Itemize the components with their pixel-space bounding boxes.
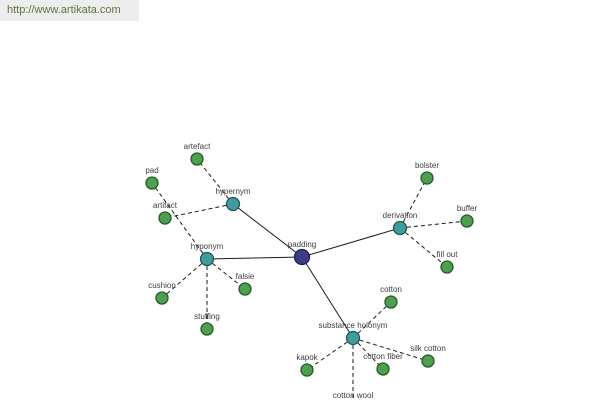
graph-edge-padding-substance-holonym bbox=[301, 256, 354, 339]
node-label: hyponym bbox=[191, 242, 224, 251]
word-node-circle[interactable] bbox=[238, 282, 252, 296]
graph-edge-derivation-fill-out bbox=[399, 227, 448, 268]
node-label: fill out bbox=[437, 250, 459, 259]
graph-edge-hypernym-artefact bbox=[196, 158, 234, 205]
url-text: http://www.artikata.com bbox=[7, 4, 121, 16]
graph-edge-padding-hyponym bbox=[206, 256, 303, 260]
node-label: pad bbox=[145, 166, 158, 175]
relation-node-circle[interactable] bbox=[345, 330, 361, 346]
graph-node-hypernym[interactable]: hypernym bbox=[215, 187, 251, 212]
graph-node-fill-out[interactable]: fill out bbox=[437, 250, 459, 274]
word-node-circle[interactable] bbox=[158, 211, 172, 225]
node-label: artifact bbox=[153, 201, 178, 210]
word-node-circle[interactable] bbox=[420, 171, 434, 185]
graph-node-cotton-wool[interactable]: cotton wool bbox=[333, 391, 374, 400]
graph-node-bolster[interactable]: bolster bbox=[415, 161, 439, 185]
graph-edge-derivation-buffer bbox=[399, 220, 468, 229]
relation-node-circle[interactable] bbox=[199, 251, 215, 267]
node-label: derivation bbox=[383, 211, 418, 220]
url-bar[interactable]: http://www.artikata.com bbox=[0, 0, 139, 21]
word-node-circle[interactable] bbox=[200, 322, 214, 336]
graph-node-artefact[interactable]: artefact bbox=[184, 142, 211, 166]
graph-edge-substance-holonym-cotton-fiber bbox=[352, 337, 384, 370]
word-node-circle[interactable] bbox=[145, 176, 159, 190]
relation-node-circle[interactable] bbox=[392, 220, 408, 236]
word-node-circle[interactable] bbox=[155, 291, 169, 305]
graph-node-kapok[interactable]: kapok bbox=[296, 353, 319, 377]
graph-node-pad[interactable]: pad bbox=[145, 166, 159, 190]
graph-edge-derivation-bolster bbox=[399, 177, 428, 229]
word-node-circle[interactable] bbox=[300, 363, 314, 377]
graph-node-stuffing[interactable]: stuffing bbox=[194, 312, 220, 336]
graph-node-cotton[interactable]: cotton bbox=[380, 285, 402, 309]
word-node-circle[interactable] bbox=[421, 354, 435, 368]
node-label: padding bbox=[288, 240, 316, 249]
graph-edge-substance-holonym-cotton bbox=[352, 301, 392, 339]
graph-node-falsie[interactable]: falsie bbox=[236, 272, 255, 296]
graph-edge-padding-hypernym bbox=[232, 203, 303, 258]
graph-node-silk-cotton[interactable]: silk cotton bbox=[410, 344, 446, 368]
graph-edge-substance-holonym-silk-cotton bbox=[352, 337, 429, 362]
node-label: stuffing bbox=[194, 312, 220, 321]
word-node-circle[interactable] bbox=[190, 152, 204, 166]
graph-edge-hypernym-artifact bbox=[164, 203, 234, 219]
node-label: bolster bbox=[415, 161, 439, 170]
node-label: cotton wool bbox=[333, 391, 374, 400]
graph-edge-hyponym-pad bbox=[151, 182, 208, 260]
word-node-circle[interactable] bbox=[460, 214, 474, 228]
graph-node-buffer[interactable]: buffer bbox=[457, 204, 478, 228]
node-label: cotton bbox=[380, 285, 402, 294]
node-label: silk cotton bbox=[410, 344, 446, 353]
graph-node-substance-holonym[interactable]: substance holonym bbox=[319, 321, 388, 346]
word-node-circle[interactable] bbox=[440, 260, 454, 274]
graph-node-cotton-fiber[interactable]: cotton fiber bbox=[363, 352, 403, 376]
center-node-circle[interactable] bbox=[293, 248, 311, 266]
node-label: hypernym bbox=[215, 187, 250, 196]
graph-node-cushion[interactable]: cushion bbox=[148, 281, 176, 305]
node-label: artefact bbox=[184, 142, 211, 151]
graph-edge-substance-holonym-kapok bbox=[306, 337, 354, 371]
node-label: falsie bbox=[236, 272, 255, 281]
word-node-circle[interactable] bbox=[384, 295, 398, 309]
graph-node-padding[interactable]: padding bbox=[288, 240, 316, 266]
graph-edge-padding-derivation bbox=[301, 227, 401, 258]
node-label: cushion bbox=[148, 281, 176, 290]
graph-edge-hyponym-falsie bbox=[206, 258, 246, 290]
node-label: buffer bbox=[457, 204, 478, 213]
graph-node-hyponym[interactable]: hyponym bbox=[191, 242, 224, 267]
node-label: substance holonym bbox=[319, 321, 388, 330]
graph-node-artifact[interactable]: artifact bbox=[153, 201, 178, 225]
relation-node-circle[interactable] bbox=[225, 196, 241, 212]
node-label: cotton fiber bbox=[363, 352, 403, 361]
graph-edge-hyponym-cushion bbox=[161, 258, 208, 299]
word-node-circle[interactable] bbox=[376, 362, 390, 376]
graph-node-derivation[interactable]: derivation bbox=[383, 211, 418, 236]
node-label: kapok bbox=[296, 353, 318, 362]
